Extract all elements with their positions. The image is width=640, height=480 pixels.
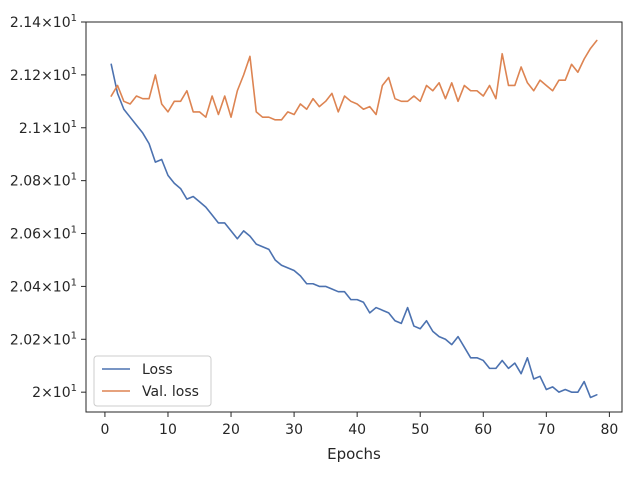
y-tick-label: 2.12×101 (10, 66, 77, 84)
series-line-1 (110, 39, 598, 121)
y-axis: 2×101 2.02×101 2.04×101 2.06×101 2.08×101 2.1… (10, 13, 86, 401)
series-line-0 (110, 63, 598, 399)
y-tick-label: 2.1×101 (19, 119, 77, 137)
x-tick-label: 50 (411, 422, 429, 438)
y-tick-label: 2×101 (32, 383, 77, 401)
x-tick-label: 60 (474, 422, 492, 438)
x-tick-label: 0 (100, 422, 109, 438)
x-axis-label: Epochs (327, 445, 381, 463)
x-axis: 0 10 20 30 40 50 60 70 80 (100, 412, 618, 438)
x-tick-label: 10 (159, 422, 177, 438)
x-tick-label: 70 (537, 422, 555, 438)
x-tick-label: 80 (600, 422, 618, 438)
y-tick-label: 2.06×101 (10, 225, 77, 243)
legend: Loss Val. loss (93, 355, 212, 407)
series-layer (110, 39, 598, 399)
y-tick-label: 2.08×101 (10, 172, 77, 190)
legend-label: Loss (142, 362, 173, 378)
legend-label: Val. loss (142, 384, 199, 400)
y-tick-label: 2.02×101 (10, 330, 77, 348)
x-tick-label: 30 (285, 422, 303, 438)
plot-frame (85, 21, 623, 413)
x-tick-label: 20 (222, 422, 240, 438)
x-tick-label: 40 (348, 422, 366, 438)
y-tick-label: 2.04×101 (10, 277, 77, 295)
y-tick-label: 2.14×101 (10, 13, 77, 31)
